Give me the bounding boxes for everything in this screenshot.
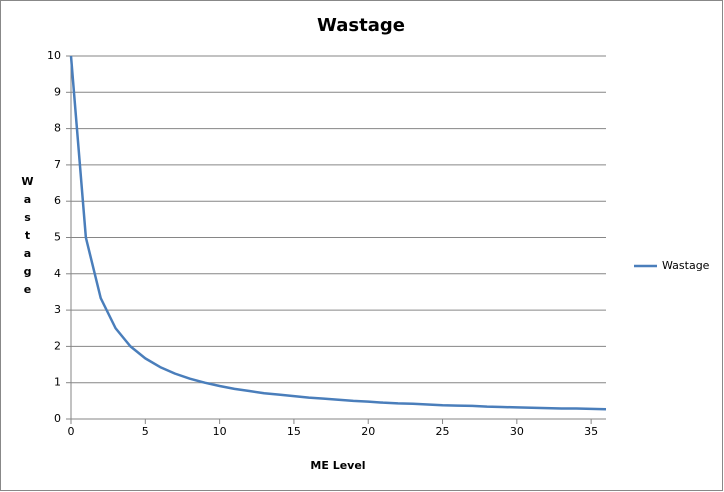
y-tick-label: 0: [54, 412, 61, 425]
x-tick-label: 35: [584, 425, 598, 438]
y-tick-label: 6: [54, 194, 61, 207]
x-tick-label: 25: [436, 425, 450, 438]
x-tick-label: 15: [287, 425, 301, 438]
x-tick-label: 5: [142, 425, 149, 438]
x-tick-label: 0: [68, 425, 75, 438]
y-tick-label: 3: [54, 303, 61, 316]
y-tick-label: 5: [54, 231, 61, 244]
legend-label: Wastage: [662, 259, 710, 272]
y-tick-label: 4: [54, 267, 61, 280]
y-tick-label: 7: [54, 158, 61, 171]
y-tick-label: 9: [54, 85, 61, 98]
x-tick-label: 20: [361, 425, 375, 438]
y-tick-label: 8: [54, 122, 61, 135]
y-tick-label: 10: [47, 49, 61, 62]
y-axis-label: Wastage: [21, 175, 34, 301]
x-axis-label: ME Level: [310, 459, 365, 472]
data-line: [69, 55, 607, 411]
y-tick-label: 1: [54, 376, 61, 389]
x-tick-label: 10: [213, 425, 227, 438]
y-tick-label: 2: [54, 339, 61, 352]
chart-title: Wastage: [317, 15, 405, 36]
x-tick-label: 30: [510, 425, 524, 438]
